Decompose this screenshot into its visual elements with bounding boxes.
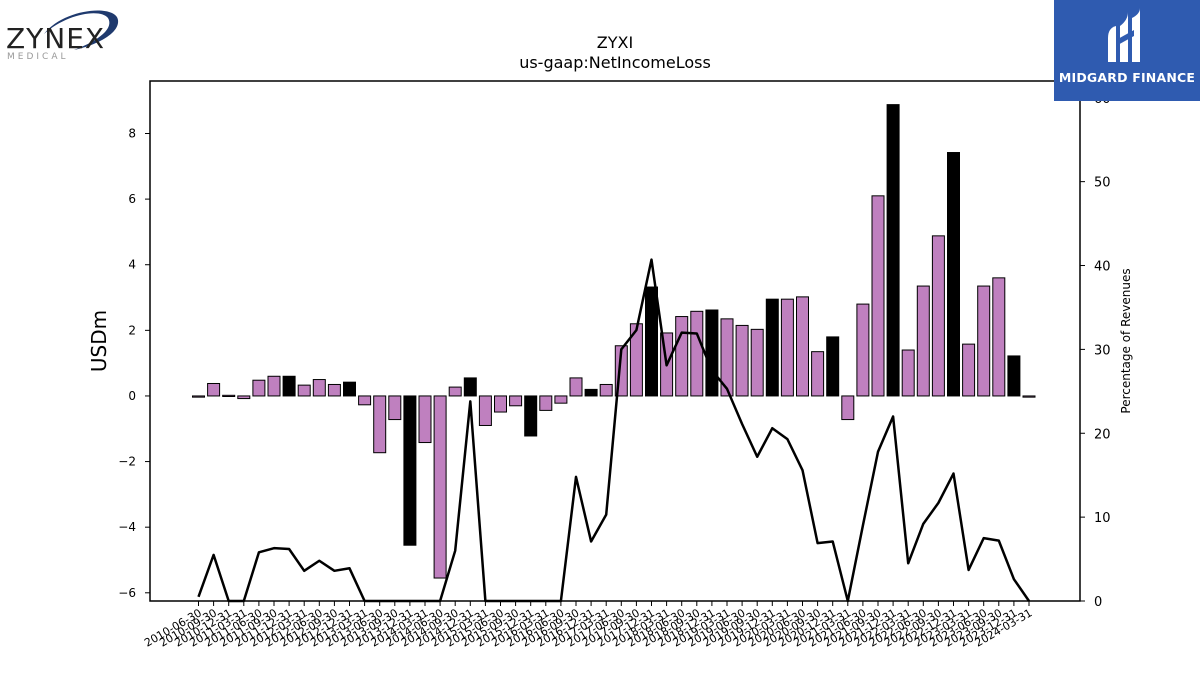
bar-2019-06-30 — [735, 324, 749, 397]
bar-2019-09-30 — [750, 328, 764, 397]
midgard-emblem-icon — [1108, 8, 1140, 62]
bar-2021-03-31 — [841, 395, 855, 421]
bar-2014-06-30 — [433, 395, 447, 579]
y2-tick-label: 20 — [1094, 427, 1111, 442]
y2-tick-label: 40 — [1094, 260, 1111, 275]
line-layer — [197, 258, 1031, 603]
bar-2020-03-31 — [780, 298, 794, 397]
percentage-line — [197, 258, 1031, 603]
y-tick-label: −2 — [118, 455, 136, 469]
bar-2019-12-31 — [765, 298, 779, 397]
bar-2017-03-31 — [599, 383, 613, 397]
bar-2022-06-30 — [916, 285, 930, 397]
zynex-wordmark: ZYNEX — [6, 22, 105, 55]
bar-2020-09-30 — [811, 351, 825, 397]
y-tick-label: −4 — [118, 520, 136, 534]
bar-2013-12-31 — [403, 395, 417, 546]
y2-tick-label: 50 — [1094, 176, 1111, 191]
bar-2016-12-31 — [584, 388, 598, 397]
y-axis-label: USDm — [87, 310, 111, 372]
chart-subtitle: us-gaap:NetIncomeLoss — [519, 53, 711, 72]
bar-2023-12-31 — [1007, 355, 1021, 397]
bar-2015-06-30 — [494, 395, 507, 413]
bar-2013-06-30 — [373, 395, 387, 454]
bar-2015-03-31 — [478, 395, 492, 426]
bar-2022-03-31 — [901, 349, 915, 397]
bar-2017-12-31 — [645, 286, 658, 397]
x-axis: 2010-06-302010-09-302010-12-312011-03-31… — [142, 601, 1035, 650]
bar-2021-09-30 — [871, 195, 885, 397]
bar-2012-09-30 — [327, 383, 341, 397]
y-tick-label: 6 — [128, 192, 136, 206]
bar-2010-09-30 — [207, 382, 221, 397]
zynex-subtext: MEDICAL — [7, 52, 69, 62]
zynex-swoosh-icon: ZYNEX MEDICAL — [6, 10, 119, 62]
bar-2023-06-30 — [977, 285, 991, 397]
midgard-logo: MIDGARD FINANCE — [1054, 0, 1200, 101]
bar-2015-12-31 — [524, 395, 538, 437]
y2-tick-label: 0 — [1094, 595, 1102, 610]
chart-title: ZYXI — [597, 33, 633, 52]
y2-axis-label: Percentage of Revenues — [1119, 268, 1133, 413]
bar-2012-06-30 — [312, 379, 326, 397]
bar-2021-12-31 — [886, 104, 900, 397]
y-tick-label: 8 — [128, 126, 136, 140]
bar-2021-06-30 — [856, 303, 870, 397]
bar-2024-03-31 — [1022, 395, 1036, 398]
y-axis: −6 −4 −2 0 2 4 6 8 — [118, 126, 150, 600]
midgard-wordmark: MIDGARD FINANCE — [1058, 70, 1196, 85]
bar-2013-09-30 — [388, 395, 402, 421]
y2-tick-label: 10 — [1094, 511, 1111, 526]
bar-2022-12-31 — [947, 152, 960, 397]
y-tick-label: 0 — [128, 389, 136, 403]
bar-2020-12-31 — [826, 336, 840, 397]
bar-2018-09-30 — [690, 310, 704, 397]
bar-2012-12-31 — [343, 381, 356, 397]
zynex-logo: ZYNEX MEDICAL — [4, 4, 124, 64]
y2-tick-label: 30 — [1094, 343, 1111, 358]
bar-2016-06-30 — [554, 395, 568, 404]
bar-2012-03-31 — [297, 384, 311, 397]
bar-2011-06-30 — [252, 379, 266, 397]
bar-2019-03-31 — [720, 318, 734, 397]
bar-2011-03-31 — [237, 395, 251, 400]
bar-2018-12-31 — [705, 309, 719, 397]
bar-2023-09-30 — [992, 277, 1006, 397]
bar-2020-06-30 — [796, 296, 809, 397]
bar-2016-03-31 — [539, 395, 553, 411]
bar-2022-09-30 — [931, 235, 945, 397]
bar-2016-09-30 — [569, 377, 583, 397]
bar-2011-12-31 — [282, 375, 296, 397]
y-tick-label: −6 — [118, 586, 136, 600]
bar-2018-06-30 — [675, 316, 689, 397]
bar-2017-09-30 — [629, 323, 643, 397]
y2-axis: 0102030405060 — [1080, 92, 1111, 610]
bar-2014-12-31 — [463, 377, 477, 397]
bar-layer — [192, 104, 1036, 579]
bar-2015-09-30 — [509, 395, 523, 407]
bar-2023-03-31 — [962, 343, 976, 397]
y-tick-label: 4 — [128, 258, 136, 272]
bar-2011-09-30 — [267, 375, 281, 397]
bar-2014-09-30 — [448, 386, 462, 397]
bar-2013-03-31 — [358, 395, 372, 406]
bar-2014-03-31 — [418, 395, 432, 444]
bar-2010-12-31 — [222, 394, 236, 397]
y-tick-label: 2 — [128, 323, 136, 337]
plot-frame — [149, 80, 1081, 602]
bar-2010-06-30 — [192, 395, 205, 398]
